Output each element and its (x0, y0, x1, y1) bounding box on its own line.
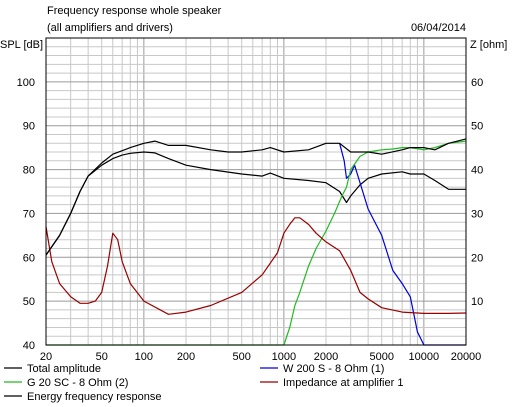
y-tick-label: 80 (23, 165, 35, 177)
grid (46, 38, 466, 345)
legend-label-4: Energy frequency response (27, 391, 162, 403)
x-tick-label: 50 (96, 351, 108, 363)
x-tick-label: 200 (177, 351, 195, 363)
x-tick-label: 2000 (314, 351, 338, 363)
series-line-4 (45, 138, 467, 256)
series-line-1 (339, 143, 466, 346)
y2-tick-label: 20 (471, 252, 483, 264)
chart-title: Frequency response whole speaker (47, 5, 222, 17)
legend-label-3: Impedance at amplifier 1 (283, 377, 403, 389)
y-tick-label: 100 (17, 77, 35, 89)
x-tick-label: 20000 (451, 351, 482, 363)
y-tick-label: 60 (23, 252, 35, 264)
series-line-3 (45, 217, 467, 315)
x-tick-label: 1000 (272, 351, 296, 363)
chart-subtitle: (all amplifiers and drivers) (47, 22, 173, 34)
y-tick-label: 90 (23, 121, 35, 133)
x-tick-label: 20 (40, 351, 52, 363)
tick-labels: 20 50 100 200 500 1000 2000 5000 10000 20000 40 50 6… (17, 77, 484, 363)
legend: Total amplitude W 200 S - 8 Ohm (1) G 20 S… (4, 363, 403, 403)
legend-label-0: Total amplitude (27, 363, 101, 375)
series-lines (45, 138, 467, 346)
y2-tick-label: 50 (471, 121, 483, 133)
x-tick-label: 500 (233, 351, 251, 363)
x-tick-label: 100 (135, 351, 153, 363)
y-axis-label: SPL [dB] (0, 39, 43, 51)
y2-tick-label: 60 (471, 77, 483, 89)
legend-label-2: G 20 SC - 8 Ohm (2) (27, 377, 128, 389)
y-tick-label: 40 (23, 340, 35, 352)
x-tick-label: 10000 (409, 351, 440, 363)
legend-label-1: W 200 S - 8 Ohm (1) (283, 363, 384, 375)
series-line-2 (46, 140, 467, 346)
x-tick-label: 5000 (369, 351, 393, 363)
series-line-0 (45, 151, 466, 256)
y2-tick-label: 10 (471, 296, 483, 308)
y-tick-label: 50 (23, 296, 35, 308)
y2-tick-label: 40 (471, 165, 483, 177)
plot-frame (45, 37, 467, 346)
y2-axis-label: Z [ohm] (470, 39, 507, 51)
y2-tick-label: 30 (471, 208, 483, 220)
y-tick-label: 70 (23, 208, 35, 220)
chart-date: 06/04/2014 (411, 22, 466, 34)
